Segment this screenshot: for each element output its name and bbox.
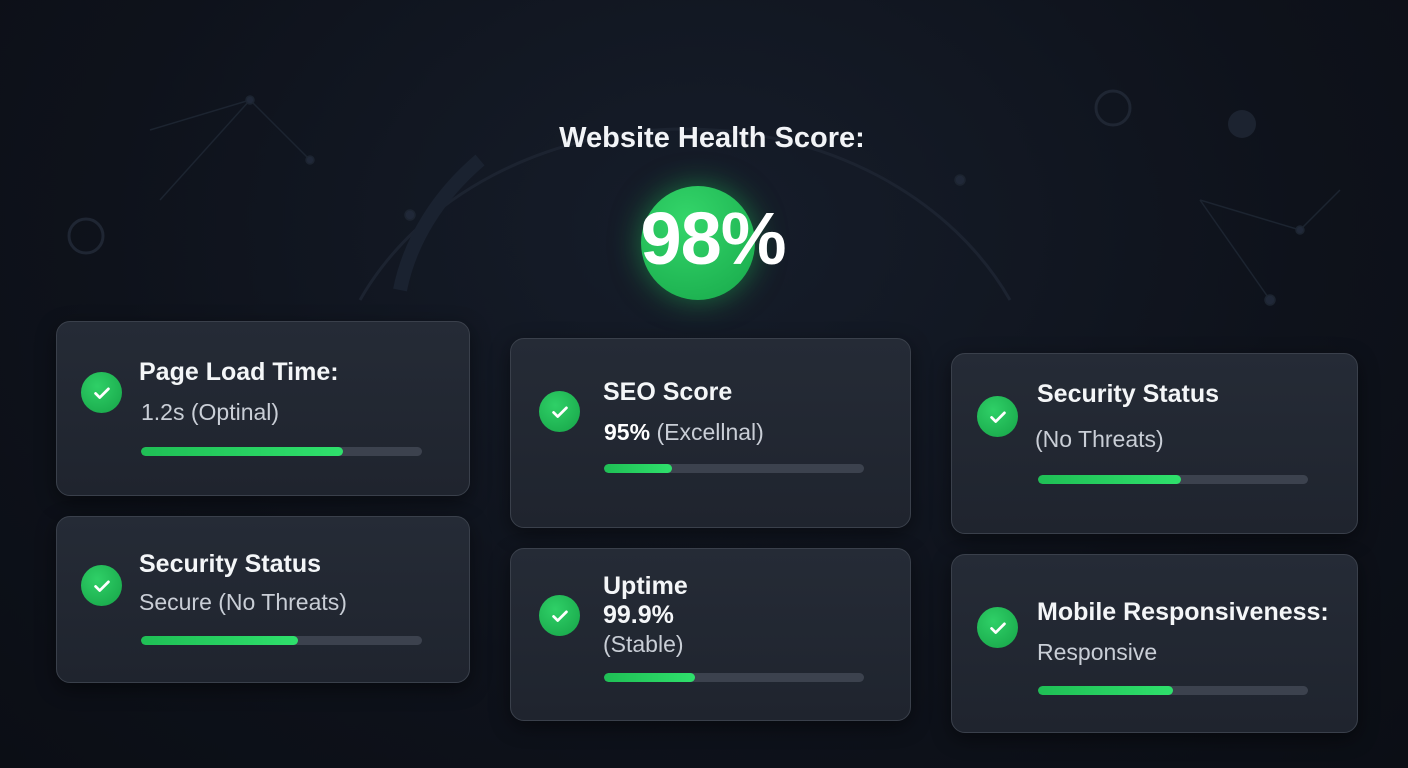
page-title: Website Health Score: — [559, 122, 865, 154]
progress-fill — [141, 636, 299, 645]
card-security-status-2: Security Status (No Threats) — [951, 353, 1358, 534]
card-title: Mobile Responsiveness: — [1037, 598, 1329, 626]
card-mobile-responsiveness: Mobile Responsiveness: Responsive — [951, 554, 1358, 733]
card-status: (Stable) — [603, 631, 684, 657]
card-title: Page Load Time: — [139, 358, 339, 386]
progress-bar — [604, 673, 864, 682]
card-uptime: Uptime 99.9% (Stable) — [510, 548, 911, 721]
card-page-load-time: Page Load Time: 1.2s (Optinal) — [56, 321, 470, 496]
progress-bar — [141, 636, 422, 645]
progress-bar — [1038, 475, 1308, 484]
uptime-value: 99.9% — [603, 601, 674, 629]
score-badge — [641, 186, 755, 300]
progress-bar — [604, 464, 864, 473]
card-seo-score: SEO Score 95% (Excellnal) — [510, 338, 911, 528]
card-status: 95% (Excellnal) — [604, 419, 764, 446]
progress-fill — [1038, 686, 1173, 695]
check-circle-icon — [81, 372, 122, 413]
check-circle-icon — [81, 565, 122, 606]
progress-bar — [1038, 686, 1308, 695]
card-title: SEO Score — [603, 378, 733, 406]
check-circle-icon — [977, 396, 1018, 437]
card-status: Secure (No Threats) — [139, 589, 347, 615]
card-status: (No Threats) — [1035, 426, 1164, 452]
progress-fill — [604, 464, 672, 473]
card-title: Security Status — [139, 550, 322, 578]
check-circle-icon — [539, 595, 580, 636]
card-status: Responsive — [1037, 639, 1158, 665]
card-security-status: Security Status Secure (No Threats) — [56, 516, 470, 683]
seo-value: 95% — [604, 419, 651, 445]
progress-fill — [141, 447, 344, 456]
progress-fill — [1038, 475, 1182, 484]
check-circle-icon — [977, 607, 1018, 648]
card-title: Uptime — [603, 572, 688, 600]
progress-bar — [141, 447, 422, 456]
card-title: Security Status — [1037, 380, 1220, 408]
health-score-value: 98% — [640, 197, 786, 280]
card-status: 1.2s (Optinal) — [141, 399, 280, 425]
progress-fill — [604, 673, 695, 682]
seo-label: (Excellnal) — [656, 419, 764, 445]
check-circle-icon — [539, 391, 580, 432]
